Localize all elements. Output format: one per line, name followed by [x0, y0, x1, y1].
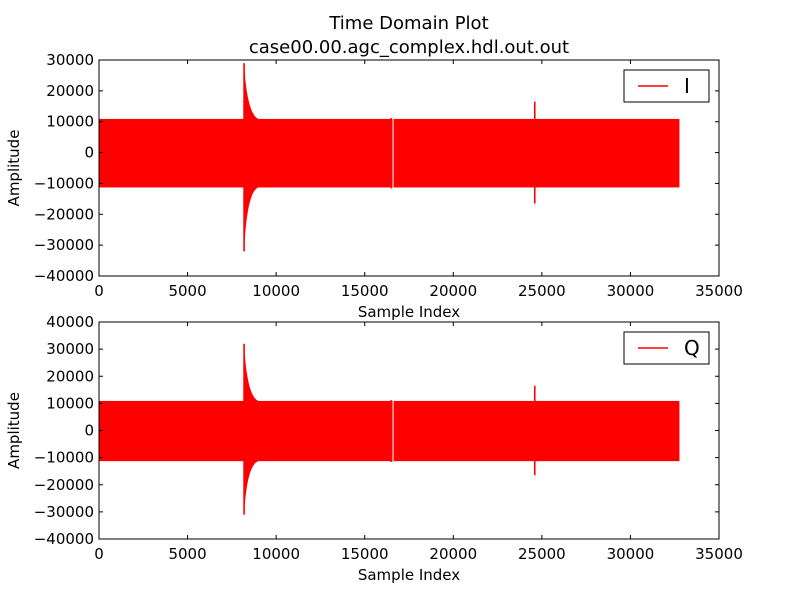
x-tick-label: 20000 [429, 545, 477, 563]
x-tick-label: 25000 [518, 282, 566, 300]
y-tick-label: 30000 [46, 51, 94, 69]
legend: I [623, 69, 710, 103]
chart-subtitle: case00.00.agc_complex.hdl.out.out [249, 37, 569, 58]
subplot-2: 0 5000 10000 15000 20000 25000 30000 35000 −4000… [5, 313, 743, 584]
subplot-1: 0 5000 10000 15000 20000 25000 30000 35000 −4000… [5, 51, 743, 321]
legend: Q [623, 331, 710, 365]
y-tick-label: −20000 [34, 205, 94, 223]
series-I [99, 63, 680, 252]
x-tick-label: 5000 [168, 282, 206, 300]
y-tick-label: 30000 [46, 340, 94, 358]
y-tick-label: −10000 [34, 174, 94, 192]
x-tick-label: 15000 [341, 545, 389, 563]
signal-envelope [99, 118, 680, 188]
y-tick-label: −40000 [34, 267, 94, 285]
transient-decay [244, 343, 259, 515]
y-tick-label: 20000 [46, 82, 94, 100]
y-tick-label: 0 [84, 422, 94, 440]
y-tick-label: 0 [84, 144, 94, 162]
x-tick-label: 20000 [429, 282, 477, 300]
x-tick-label: 5000 [168, 545, 206, 563]
series-Q [99, 343, 680, 515]
axes-frame [98, 59, 720, 277]
signal-envelope [99, 400, 680, 462]
y-tick-label: 10000 [46, 394, 94, 412]
y-tick-label: −10000 [34, 449, 94, 467]
x-tick-label: 35000 [695, 545, 743, 563]
transient-decay [244, 63, 259, 252]
y-tick-label: −30000 [34, 503, 94, 521]
x-tick-label: 15000 [341, 282, 389, 300]
x-axis-label: Sample Index [358, 566, 460, 584]
y-tick-label: 10000 [46, 113, 94, 131]
y-tick-label: −40000 [34, 530, 94, 548]
legend-label: I [684, 74, 690, 98]
x-tick-label: 0 [94, 545, 104, 563]
x-tick-label: 30000 [607, 545, 655, 563]
x-tick-label: 35000 [695, 282, 743, 300]
chart-title: Time Domain Plot [328, 13, 488, 34]
y-tick-label: −20000 [34, 476, 94, 494]
x-tick-label: 25000 [518, 545, 566, 563]
y-axis-label: Amplitude [5, 130, 23, 207]
y-tick-label: 20000 [46, 367, 94, 385]
subplots: 0 5000 10000 15000 20000 25000 30000 35000 −4000… [5, 51, 743, 584]
x-tick-label: 10000 [252, 282, 300, 300]
y-axis-label: Amplitude [5, 392, 23, 469]
x-tick-label: 30000 [607, 282, 655, 300]
x-axis-label: Sample Index [358, 303, 460, 321]
y-tick-label: −30000 [34, 236, 94, 254]
legend-label: Q [684, 336, 700, 360]
x-tick-label: 10000 [252, 545, 300, 563]
x-tick-label: 0 [94, 282, 104, 300]
y-tick-label: 40000 [46, 313, 94, 331]
